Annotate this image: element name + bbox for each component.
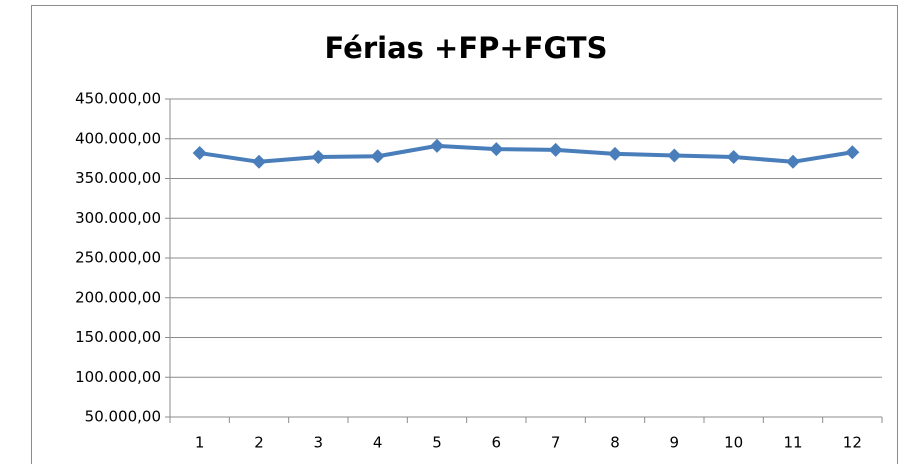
data-point — [845, 145, 860, 160]
y-tick-label: 250.000,00 — [75, 249, 161, 267]
data-point — [192, 146, 207, 161]
y-tick-label: 150.000,00 — [75, 328, 161, 346]
data-point — [311, 150, 326, 165]
data-point — [786, 154, 800, 169]
y-tick-label: 450.000,00 — [75, 90, 161, 108]
y-tick-label: 200.000,00 — [75, 288, 161, 306]
y-tick-label: 350.000,00 — [75, 169, 161, 187]
data-point — [608, 146, 622, 161]
data-point — [548, 142, 563, 157]
x-tick-label: 2 — [254, 434, 264, 452]
x-tick-label: 1 — [195, 434, 205, 452]
x-tick-label: 4 — [373, 434, 383, 452]
chart-border — [31, 5, 898, 464]
chart-title: Férias +FP+FGTS — [325, 31, 608, 65]
x-tick-label: 7 — [551, 434, 561, 452]
y-tick-label: 300.000,00 — [75, 209, 161, 227]
x-tick-label: 9 — [670, 434, 680, 452]
x-tick-label: 12 — [843, 434, 862, 452]
data-point — [370, 149, 385, 164]
x-tick-label: 10 — [724, 434, 743, 452]
data-point — [667, 148, 682, 163]
series-line — [199, 143, 853, 164]
x-tick-label: 5 — [432, 434, 442, 452]
data-point — [726, 150, 741, 165]
data-point — [252, 154, 266, 169]
y-tick-label: 400.000,00 — [75, 129, 161, 147]
data-point — [489, 142, 504, 157]
x-tick-label: 8 — [610, 434, 620, 452]
x-tick-label: 11 — [783, 434, 802, 452]
y-tick-label: 50.000,00 — [85, 408, 161, 426]
data-point — [430, 138, 444, 153]
x-tick-label: 3 — [314, 434, 324, 452]
y-tick-label: 100.000,00 — [75, 368, 161, 386]
x-tick-label: 6 — [492, 434, 502, 452]
